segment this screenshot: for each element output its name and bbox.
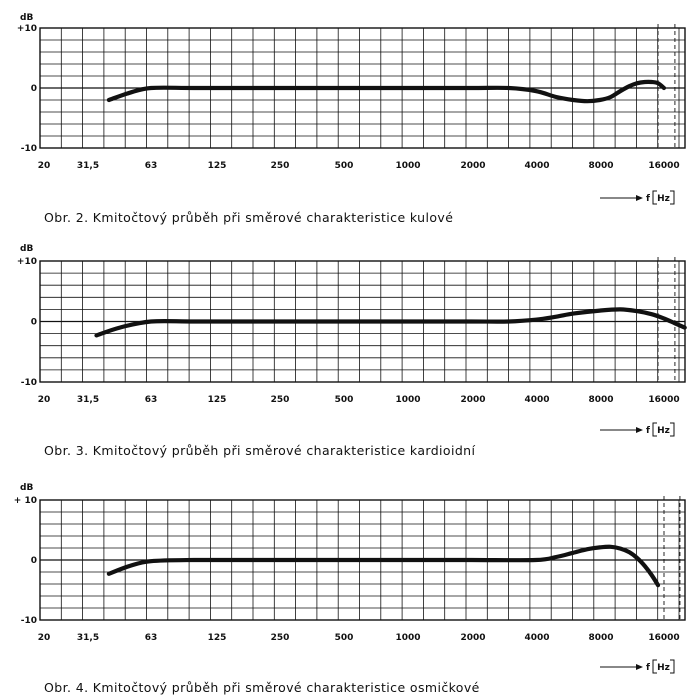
y-axis-label: dB — [20, 244, 33, 254]
y-tick-label: 0 — [31, 318, 37, 328]
x-tick-label: 2000 — [460, 161, 485, 171]
x-tick-label: 2000 — [460, 633, 485, 643]
x-axis-variable: f — [646, 194, 650, 204]
x-tick-label: 31,5 — [77, 633, 99, 643]
x-axis-unit: Hz — [657, 426, 670, 436]
y-tick-label: 0 — [31, 84, 37, 94]
x-axis-variable: f — [646, 426, 650, 436]
x-tick-label: 1000 — [395, 395, 420, 405]
figure-caption: Obr. 4. Kmitočtový průběh při směrové ch… — [44, 680, 480, 695]
x-tick-label: 4000 — [524, 633, 549, 643]
x-tick-label: 125 — [208, 633, 227, 643]
x-tick-label: 4000 — [524, 395, 549, 405]
figure-caption: Obr. 2. Kmitočtový průběh při směrové ch… — [44, 210, 453, 225]
x-tick-label: 4000 — [524, 161, 549, 171]
figure-caption: Obr. 3. Kmitočtový průběh při směrové ch… — [44, 443, 475, 458]
x-tick-label: 63 — [145, 633, 158, 643]
y-tick-label: +10 — [17, 257, 37, 267]
x-tick-label: 16000 — [648, 395, 679, 405]
x-tick-label: 250 — [271, 633, 290, 643]
x-tick-label: 63 — [145, 395, 158, 405]
unit-brackets — [652, 190, 675, 205]
y-tick-label: + 10 — [14, 496, 37, 506]
response-curve-osmičková — [106, 544, 661, 588]
unit-brackets — [652, 659, 675, 674]
x-axis-arrowhead — [636, 195, 643, 201]
x-tick-label: 20 — [38, 633, 51, 643]
y-axis-label: dB — [20, 483, 33, 493]
plot-frame — [39, 499, 686, 621]
x-tick-label: 8000 — [588, 395, 613, 405]
x-axis-arrowhead — [636, 664, 643, 670]
x-tick-label: 125 — [208, 395, 227, 405]
x-tick-label: 8000 — [588, 161, 613, 171]
x-tick-label: 20 — [38, 395, 51, 405]
x-tick-label: 20 — [38, 161, 51, 171]
x-tick-label: 125 — [208, 161, 227, 171]
y-tick-label: +10 — [17, 24, 37, 34]
x-tick-label: 31,5 — [77, 395, 99, 405]
y-tick-label: -10 — [21, 144, 37, 154]
x-tick-label: 1000 — [395, 161, 420, 171]
x-tick-label: 63 — [145, 161, 158, 171]
x-tick-label: 31,5 — [77, 161, 99, 171]
x-tick-label: 250 — [271, 395, 290, 405]
x-tick-label: 2000 — [460, 395, 485, 405]
x-tick-label: 1000 — [395, 633, 420, 643]
y-tick-label: 0 — [31, 556, 37, 566]
x-tick-label: 500 — [335, 161, 354, 171]
y-axis-label: dB — [20, 13, 33, 23]
x-tick-label: 16000 — [648, 633, 679, 643]
plot-frame — [39, 27, 686, 149]
x-tick-label: 8000 — [588, 633, 613, 643]
x-axis-arrowhead — [636, 427, 643, 433]
x-axis-unit: Hz — [657, 194, 670, 204]
y-tick-label: -10 — [21, 378, 37, 388]
x-axis-unit: Hz — [657, 663, 670, 673]
y-tick-label: -10 — [21, 616, 37, 626]
response-curve-kardioidní — [94, 307, 687, 338]
x-axis-variable: f — [646, 663, 650, 673]
x-tick-label: 500 — [335, 395, 354, 405]
response-curve-kulová — [106, 79, 667, 104]
plot-frame — [39, 260, 686, 383]
x-tick-label: 250 — [271, 161, 290, 171]
x-tick-label: 500 — [335, 633, 354, 643]
unit-brackets — [652, 422, 675, 437]
x-tick-label: 16000 — [648, 161, 679, 171]
